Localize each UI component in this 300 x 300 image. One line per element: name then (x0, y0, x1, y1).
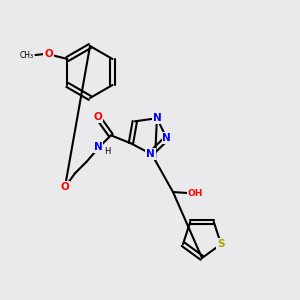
Text: S: S (217, 239, 225, 249)
Text: N: N (94, 142, 102, 152)
Text: N: N (152, 113, 161, 123)
Text: N: N (162, 133, 171, 143)
Text: CH₃: CH₃ (20, 50, 34, 59)
Text: H: H (104, 147, 110, 156)
Text: N: N (146, 149, 155, 159)
Text: O: O (61, 182, 69, 192)
Text: O: O (44, 49, 53, 59)
Text: OH: OH (187, 190, 203, 199)
Text: O: O (94, 112, 102, 122)
